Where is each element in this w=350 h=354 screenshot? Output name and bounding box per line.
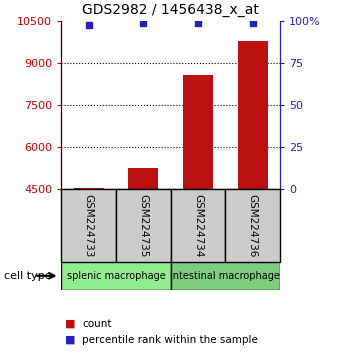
Bar bbox=[171, 262, 280, 290]
Text: GSM224734: GSM224734 bbox=[193, 194, 203, 257]
Text: count: count bbox=[82, 319, 112, 329]
Bar bbox=[61, 189, 116, 262]
Title: GDS2982 / 1456438_x_at: GDS2982 / 1456438_x_at bbox=[82, 4, 259, 17]
Bar bbox=[74, 188, 104, 189]
Text: GSM224735: GSM224735 bbox=[138, 194, 148, 257]
Bar bbox=[238, 41, 268, 189]
Text: percentile rank within the sample: percentile rank within the sample bbox=[82, 335, 258, 345]
Text: GSM224736: GSM224736 bbox=[248, 194, 258, 257]
Bar bbox=[171, 189, 225, 262]
Text: GSM224733: GSM224733 bbox=[84, 194, 93, 257]
Bar bbox=[116, 189, 171, 262]
Text: ■: ■ bbox=[65, 335, 75, 345]
Bar bbox=[128, 167, 158, 189]
Text: cell type: cell type bbox=[4, 271, 51, 281]
Bar bbox=[225, 189, 280, 262]
Bar bbox=[183, 75, 213, 189]
Bar bbox=[61, 262, 171, 290]
Text: ■: ■ bbox=[65, 319, 75, 329]
Text: splenic macrophage: splenic macrophage bbox=[66, 271, 165, 281]
Text: intestinal macrophage: intestinal macrophage bbox=[170, 271, 280, 281]
